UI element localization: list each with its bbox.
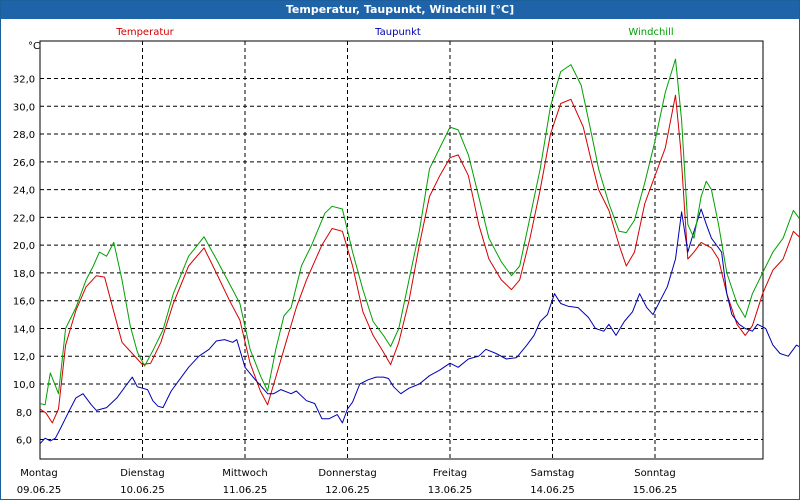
y-tick-label: 32,0: [13, 74, 35, 85]
y-tick-label: 22,0: [13, 213, 35, 224]
y-tick-label: 18,0: [13, 269, 35, 280]
x-tick-date: 15.06.25: [633, 485, 678, 496]
legend-item-taupunkt: Taupunkt: [374, 27, 421, 38]
series-line-temperatur: [39, 94, 799, 424]
x-tick-date: 14.06.25: [530, 485, 575, 496]
x-tick-day: Sonntag: [634, 468, 676, 479]
x-tick-date: 11.06.25: [223, 485, 268, 496]
legend: Temperatur Taupunkt Windchill: [115, 27, 673, 38]
x-tick-day: Dienstag: [120, 468, 165, 479]
plot-frame: [39, 40, 764, 460]
x-tick-date: 10.06.25: [120, 485, 165, 496]
y-tick-label: 6,0: [16, 436, 32, 447]
series-line-windchill: [39, 58, 799, 406]
x-tick-day: Donnerstag: [318, 468, 376, 479]
temperature-chart: 6,0 8,0 10,0 12,0 14,0 16,0 18,0 20,0 22,0 24,0 26…: [13, 27, 799, 496]
y-axis-unit: °C: [28, 41, 40, 52]
legend-item-temperatur: Temperatur: [115, 27, 174, 38]
x-tick-date: 12.06.25: [325, 485, 370, 496]
y-tick-label: 14,0: [13, 324, 35, 335]
y-tick-label: 24,0: [13, 186, 35, 197]
x-tick-day: Montag: [20, 468, 57, 479]
x-tick-date: 13.06.25: [428, 485, 473, 496]
y-tick-label: 28,0: [13, 130, 35, 141]
x-tick-date: 09.06.25: [17, 485, 62, 496]
y-tick-label: 30,0: [13, 102, 35, 113]
series-lines: [39, 58, 799, 445]
grid-lines: [40, 41, 763, 459]
y-tick-label: 8,0: [16, 408, 32, 419]
legend-item-windchill: Windchill: [628, 27, 673, 38]
window-title: Temperatur, Taupunkt, Windchill [°C]: [1, 1, 799, 19]
y-tick-label: 20,0: [13, 241, 35, 252]
y-tick-label: 16,0: [13, 297, 35, 308]
x-tick-day: Samstag: [531, 468, 575, 479]
y-tick-label: 26,0: [13, 158, 35, 169]
y-axis: 6,0 8,0 10,0 12,0 14,0 16,0 18,0 20,0 22,0 24,0 26…: [13, 41, 40, 447]
x-tick-day: Mittwoch: [222, 468, 267, 479]
x-axis: Montag 09.06.25 Dienstag 10.06.25 Mittwoch 11…: [17, 468, 678, 496]
x-tick-day: Freitag: [433, 468, 467, 479]
y-tick-label: 12,0: [13, 352, 35, 363]
y-tick-label: 10,0: [13, 380, 35, 391]
series-line-taupunkt: [39, 208, 799, 445]
